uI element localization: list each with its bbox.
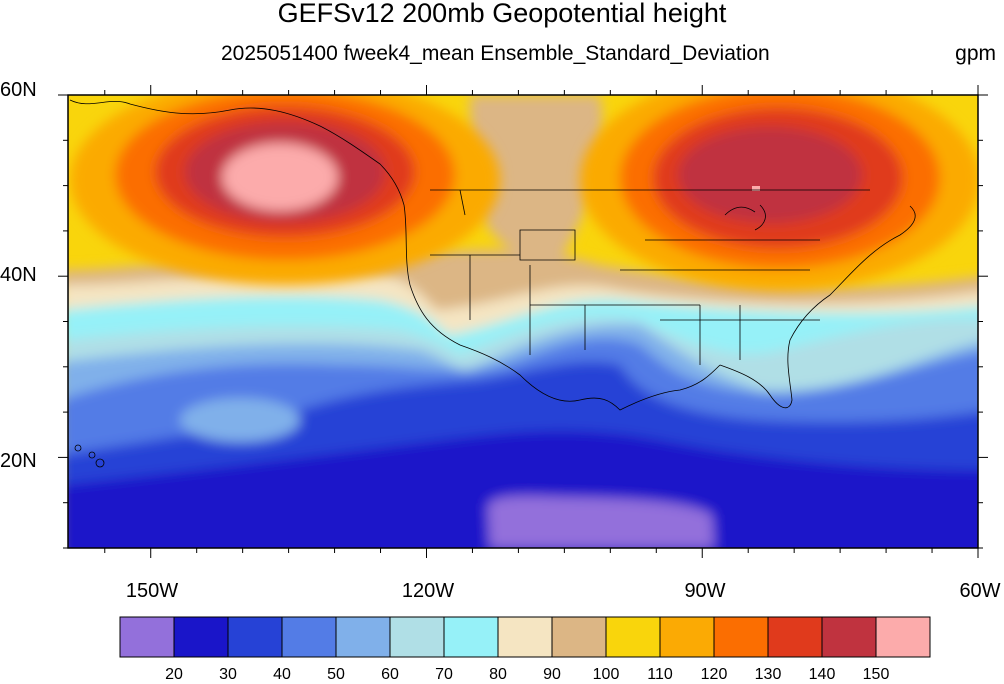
colorbar-swatch xyxy=(713,616,769,658)
colorbar-label: 50 xyxy=(327,666,345,683)
colorbar-swatch xyxy=(281,616,337,658)
colorbar-label: 90 xyxy=(543,666,561,683)
colorbar xyxy=(119,616,931,658)
colorbar-swatch xyxy=(767,616,823,658)
colorbar-label: 60 xyxy=(381,666,399,683)
hawaii xyxy=(74,444,105,468)
colorbar-label: 130 xyxy=(754,666,782,683)
colorbar-swatch xyxy=(335,616,391,658)
colorbar-swatch xyxy=(875,616,931,658)
colorbar-swatch xyxy=(443,616,499,658)
colorbar-label: 40 xyxy=(273,666,291,683)
lon-label-90w: 90W xyxy=(684,580,726,602)
colorbar-swatch xyxy=(821,616,877,658)
band-100-trough xyxy=(470,95,603,261)
colorbar-swatch xyxy=(551,616,607,658)
colorbar-swatch xyxy=(659,616,715,658)
colorbar-swatch xyxy=(497,616,553,658)
lat-label-20n: 20N xyxy=(0,450,37,472)
lat-label-40n: 40N xyxy=(0,264,37,286)
colorbar-label: 110 xyxy=(647,666,673,683)
lon-label-120w: 120W xyxy=(401,580,455,602)
lat-label-60n: 60N xyxy=(0,79,37,101)
colorbar-label: 100 xyxy=(592,666,620,683)
coastlines xyxy=(69,99,916,411)
colorbar-label: 30 xyxy=(219,666,237,683)
colorbar-swatch xyxy=(389,616,445,658)
band-30 xyxy=(68,430,978,548)
lon-label-150w: 150W xyxy=(125,580,179,602)
max-east xyxy=(580,95,978,290)
chart-title: GEFSv12 200mb Geopotential height xyxy=(277,0,727,28)
units-label: gpm xyxy=(955,42,996,65)
colorbar-label: 80 xyxy=(489,666,507,683)
colorbar-swatch xyxy=(119,616,175,658)
max-west xyxy=(70,95,500,285)
colorbar-label: 70 xyxy=(435,666,453,683)
colorbar-label: 150 xyxy=(862,666,890,683)
colorbar-swatch xyxy=(173,616,229,658)
lon-label-60w: 60W xyxy=(959,580,1001,602)
band-60-island xyxy=(180,398,300,442)
colorbar-label: 120 xyxy=(700,666,728,683)
colorbar-label: 140 xyxy=(808,666,836,683)
colorbar-label: 20 xyxy=(165,666,183,683)
band-20 xyxy=(488,495,714,548)
contour-field xyxy=(68,95,978,548)
chart-subtitle: 2025051400 fweek4_mean Ensemble_Standard… xyxy=(221,42,770,65)
colorbar-swatch xyxy=(605,616,661,658)
colorbar-swatch xyxy=(227,616,283,658)
axis-ticks xyxy=(58,85,988,558)
